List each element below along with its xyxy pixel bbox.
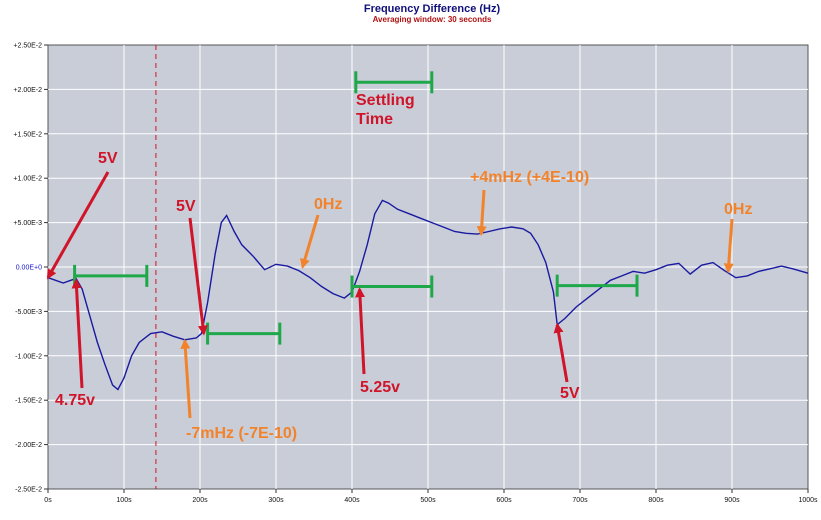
red-annotation-arrow [355,287,366,375]
red-annotation-arrow [553,322,569,383]
y-tick-label: -1.00E-2 [15,353,42,360]
x-tick-label: 100s [116,497,132,504]
x-tick-label: 1000s [798,497,818,504]
series-line [47,199,809,391]
annotation-label: 0Hz [314,196,342,213]
x-tick-label: 800s [648,497,664,504]
annotation-label: 5V [176,198,196,215]
y-tick-label: +1.50E-2 [13,131,42,138]
orange-annotation-arrow [300,214,320,269]
x-tick-label: 900s [724,497,740,504]
y-tick-label: -5.00E-3 [15,309,42,316]
x-tick-label: 200s [192,497,208,504]
y-tick-label: 0.00E+0 [16,265,42,272]
settling-time-label: Settling Time [356,92,419,128]
orange-annotation-arrow [476,189,487,237]
red-annotation-arrow [188,217,208,336]
y-tick-label: +5.00E-3 [13,220,42,227]
y-tick-label: -1.50E-2 [15,398,42,405]
annotation-label: 5V [98,150,118,167]
red-annotation-arrow [71,278,84,389]
x-tick-label: 500s [420,497,436,504]
annotation-label: 0Hz [724,201,752,218]
annotation-label: 5V [560,385,580,402]
x-tick-label: 400s [344,497,360,504]
chart-subtitle: Averaging window: 30 seconds [373,15,492,24]
orange-annotation-arrow [180,338,192,419]
y-tick-label: -2.50E-2 [15,487,42,494]
y-tick-label: +2.00E-2 [13,87,42,94]
red-annotation-arrow [46,171,110,280]
x-tick-label: 700s [572,497,588,504]
y-tick-label: -2.00E-2 [15,442,42,449]
annotation-label: -7mHz (-7E-10) [186,425,297,442]
x-tick-label: 0s [44,497,52,504]
y-tick-label: +1.00E-2 [13,176,42,183]
y-axis-ticks: +2.50E-2 +2.00E-2 +1.50E-2 +1.00E-2 +5.00E-3… [13,43,48,494]
chart-title: Frequency Difference (Hz) [364,3,501,15]
annotation-label: 4.75v [55,392,95,409]
annotation-label: 5.25v [360,379,400,396]
x-tick-label: 300s [268,497,284,504]
orange-annotation-arrow [723,218,734,274]
x-axis-ticks: 0s 100s 200s 300s 400s 500s 600s 700s 800s 900s 10… [44,489,818,504]
annotation-arrows [46,171,734,419]
y-tick-label: +2.50E-2 [13,43,42,50]
x-tick-label: 600s [496,497,512,504]
annotation-label: +4mHz (+4E-10) [470,169,589,186]
